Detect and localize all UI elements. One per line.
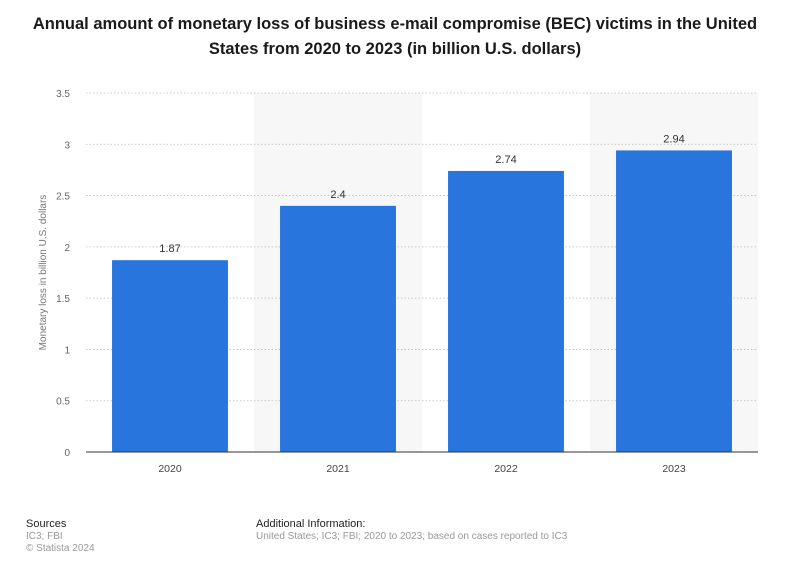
y-tick-label: 0.5 — [56, 397, 70, 408]
y-tick-label: 3.5 — [56, 89, 70, 100]
data-label: 2.74 — [495, 154, 516, 166]
data-label: 2.94 — [663, 133, 684, 145]
bar-chart: 00.511.522.533.5 1.872.42.742.94 2020 202… — [38, 89, 758, 475]
data-label: 2.4 — [330, 189, 345, 201]
y-axis-ticks: 0 0.5 1 1.5 2 2.5 3 3.5 — [56, 89, 70, 459]
bar — [616, 150, 732, 452]
y-tick-label: 0 — [64, 448, 70, 459]
additional-info-text: United States; IC3; FBI; 2020 to 2023; b… — [256, 531, 568, 542]
data-labels: 1.87 2.4 2.74 2.94 — [159, 133, 684, 255]
chart-title: Annual amount of monetary loss of busine… — [32, 15, 758, 58]
y-tick-label: 1 — [64, 345, 70, 356]
data-label: 1.87 — [159, 243, 180, 255]
y-tick-label: 2 — [64, 243, 70, 254]
x-tick-label: 2020 — [158, 463, 182, 475]
x-tick-label: 2021 — [326, 463, 350, 475]
bar — [280, 205, 396, 452]
bar — [448, 170, 564, 452]
copyright-text: © Statista 2024 — [26, 543, 95, 554]
x-tick-label: 2022 — [494, 463, 518, 475]
bars — [112, 150, 732, 452]
sources-heading: Sources — [26, 518, 67, 530]
bar — [112, 260, 228, 452]
sources-text: IC3; FBI — [26, 531, 63, 542]
x-axis-ticks: 2020 2021 2022 2023 — [158, 463, 686, 475]
y-axis-label: Monetary loss in billion U.S. dollars — [38, 195, 49, 351]
y-tick-label: 3 — [64, 140, 70, 151]
additional-info-heading: Additional Information: — [256, 518, 366, 530]
y-tick-label: 2.5 — [56, 192, 70, 203]
sources-block: Sources IC3; FBI © Statista 2024 — [26, 518, 95, 555]
additional-info-block: Additional Information: United States; I… — [256, 518, 567, 543]
y-tick-label: 1.5 — [56, 294, 70, 305]
x-tick-label: 2023 — [662, 463, 686, 475]
